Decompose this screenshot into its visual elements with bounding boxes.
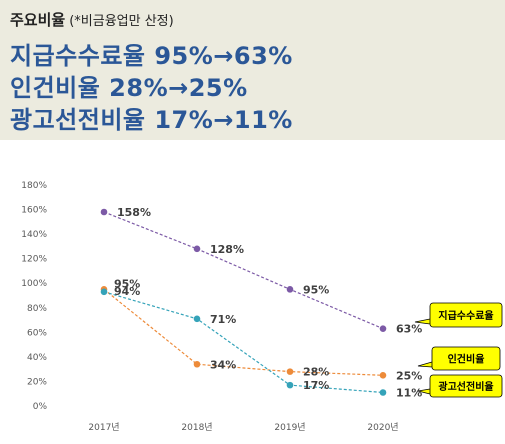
headline-labor-ratio: 인건비율 28%→25% [10, 74, 248, 102]
y-tick-label: 60% [27, 328, 47, 338]
x-tick-label: 2020년 [367, 422, 398, 433]
data-point [379, 325, 387, 332]
data-label: 158% [117, 206, 151, 219]
data-label: 28% [303, 366, 329, 379]
data-label: 94% [114, 285, 140, 298]
y-tick-label: 80% [27, 304, 47, 314]
header-note: (*비금융업만 산정) [69, 14, 174, 29]
data-point [286, 381, 294, 389]
legend-label: 인건비율 [448, 353, 485, 366]
x-tick-label: 2019년 [274, 422, 305, 433]
callout-joint [432, 361, 435, 366]
header-title: 주요비율 (*비금융업만 산정) [10, 9, 174, 30]
y-tick-label: 120% [21, 255, 47, 265]
callout-box [429, 374, 503, 398]
data-label: 34% [210, 358, 236, 371]
headline-panel: 주요비율 (*비금융업만 산정) 지급수수료율 95%→63% 인건비율 28%→… [0, 0, 505, 140]
callout-box [431, 346, 501, 371]
y-tick-label: 40% [27, 353, 47, 363]
callout-joint [430, 388, 433, 393]
y-tick-label: 140% [21, 230, 47, 240]
y-tick-label: 160% [21, 206, 47, 216]
y-tick-label: 20% [27, 377, 47, 387]
data-label: 95% [114, 277, 140, 290]
callout-joint [430, 318, 433, 323]
data-point [286, 368, 294, 375]
y-tick-label: 180% [21, 181, 47, 191]
legend-label: 지급수수료율 [438, 309, 493, 322]
callout-pointer [417, 361, 433, 368]
data-point [379, 372, 387, 379]
series-line-2 [103, 288, 384, 376]
data-label: 128% [210, 243, 244, 256]
y-tick-label: 0% [33, 402, 48, 412]
data-label: 25% [396, 369, 422, 382]
data-point [100, 208, 108, 216]
callout-pointer [414, 318, 431, 325]
data-point [193, 245, 201, 253]
data-point [286, 286, 294, 293]
headline-advertising-ratio: 광고선전비율 17%→11% [10, 106, 293, 134]
y-tick-label: 100% [21, 279, 47, 289]
data-point [379, 389, 387, 396]
legend-label: 광고선전비율 [438, 380, 493, 393]
data-point [100, 288, 108, 296]
data-label: 63% [396, 323, 422, 336]
data-label: 11% [396, 386, 422, 399]
data-label: 17% [303, 379, 329, 392]
header-title-text: 주요비율 [10, 11, 66, 29]
data-point [193, 360, 201, 368]
data-point [193, 315, 201, 323]
callout-pointer [417, 388, 431, 395]
series-line-3 [103, 291, 384, 394]
x-tick-label: 2018년 [181, 422, 212, 433]
data-label: 71% [210, 313, 236, 326]
headline-commission-ratio: 지급수수료율 95%→63% [10, 42, 293, 70]
data-label: 95% [303, 283, 329, 296]
series-line-1 [103, 211, 384, 330]
x-tick-label: 2017년 [88, 422, 119, 433]
callout-box [429, 302, 503, 328]
